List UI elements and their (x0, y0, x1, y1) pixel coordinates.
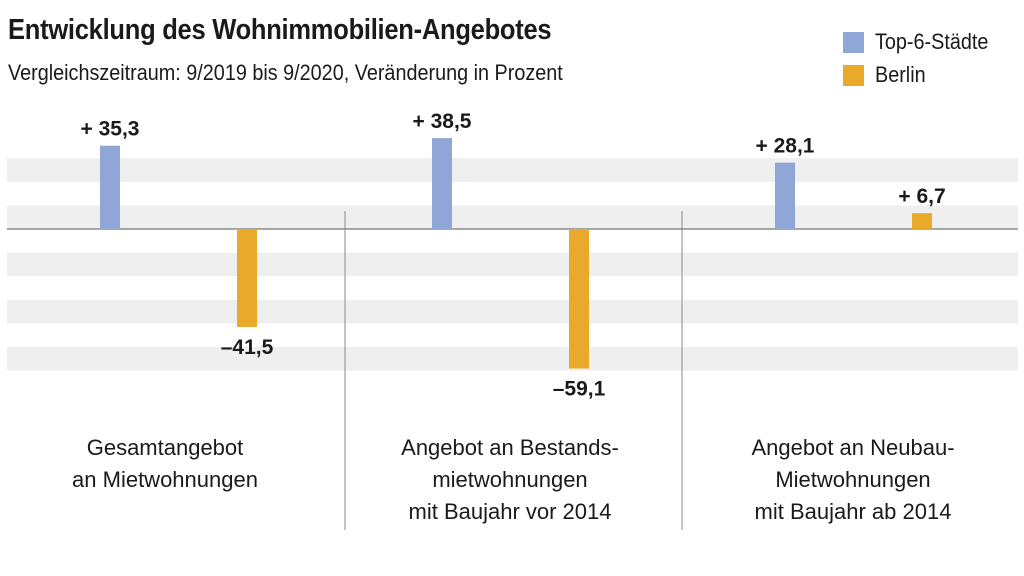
legend-label-top6: Top-6-Städte (875, 29, 989, 54)
legend-swatch-top6 (843, 31, 864, 53)
value-label-top6-1: + 35,3 (81, 118, 140, 141)
grid-stripe (7, 299, 1018, 324)
bar-top6-2 (432, 138, 452, 229)
legend: Top-6-Städte Berlin (843, 29, 1001, 96)
grid-stripe (7, 252, 1018, 277)
category-label-1: Gesamtangebot (87, 435, 244, 460)
category-label-1: an Mietwohnungen (72, 467, 258, 492)
category-label-2: Angebot an Bestands- (401, 435, 619, 460)
legend-item-berlin: Berlin (843, 62, 1001, 87)
grid-stripe (7, 158, 1018, 182)
legend-item-top6: Top-6-Städte (843, 29, 1001, 54)
bar-top6-3 (775, 162, 795, 229)
chart-subtitle: Vergleichszeitraum: 9/2019 bis 9/2020, V… (8, 60, 563, 85)
category-label-3: Mietwohnungen (775, 467, 930, 492)
grid-stripe (7, 205, 1018, 229)
bar-berlin-1 (237, 229, 257, 327)
value-label-berlin-3: + 6,7 (898, 185, 945, 208)
bar-berlin-2 (569, 229, 589, 369)
value-label-top6-3: + 28,1 (756, 135, 815, 158)
grid-stripe (7, 347, 1018, 371)
legend-swatch-berlin (843, 64, 864, 86)
value-label-berlin-2: –59,1 (553, 377, 606, 400)
chart-title: Entwicklung des Wohnimmobilien-Angebotes (8, 14, 552, 46)
category-label-3: mit Baujahr ab 2014 (755, 499, 952, 524)
bar-berlin-3 (912, 213, 932, 229)
value-label-berlin-1: –41,5 (221, 336, 274, 359)
category-label-3: Angebot an Neubau- (751, 435, 954, 460)
value-label-top6-2: + 38,5 (413, 110, 472, 133)
bar-top6-1 (100, 145, 120, 229)
legend-label-berlin: Berlin (875, 62, 926, 87)
category-label-2: mit Baujahr vor 2014 (409, 499, 612, 524)
category-label-2: mietwohnungen (432, 467, 587, 492)
